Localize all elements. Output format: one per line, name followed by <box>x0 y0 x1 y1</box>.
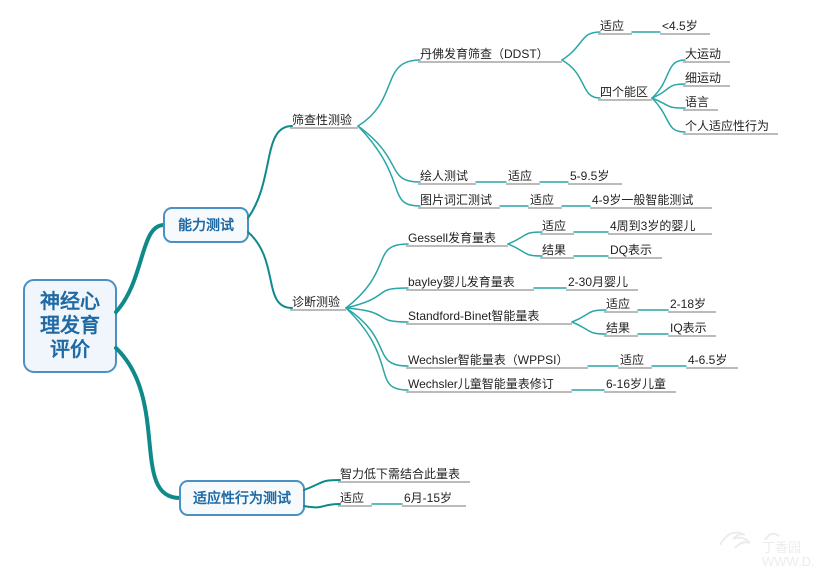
svg-text:适应: 适应 <box>606 296 630 311</box>
node-wppsi: Wechsler智能量表（WPPSI） 适应 4-6.5岁 <box>406 352 738 368</box>
sb-apply: 适应 2-18岁 <box>604 296 716 312</box>
node-gesell: Gessell发育量表 <box>406 230 508 246</box>
svg-text:适应: 适应 <box>620 352 644 367</box>
label-adaptive: 适应性行为测试 <box>193 490 291 506</box>
ddst-apply-k: 适应 <box>600 18 624 33</box>
svg-text:大运动: 大运动 <box>685 47 721 61</box>
svg-text:适应: 适应 <box>508 168 532 183</box>
zone-fine: 细运动 <box>683 71 730 86</box>
svg-text:5-9.5岁: 5-9.5岁 <box>570 168 609 183</box>
svg-text:Wechsler儿童智能量表修订: Wechsler儿童智能量表修订 <box>408 376 554 391</box>
node-draw: 绘人测试 适应 5-9.5岁 <box>418 168 622 184</box>
gesell-apply: 适应 4周到3岁的婴儿 <box>540 218 712 234</box>
node-screening: 筛查性测验 <box>290 112 358 128</box>
node-ability: 能力测试 <box>164 208 248 242</box>
node-ddst: 丹佛发育筛查（DDST） <box>418 46 562 62</box>
svg-text:6月-15岁: 6月-15岁 <box>404 490 452 505</box>
svg-text:4-9岁一般智能测试: 4-9岁一般智能测试 <box>592 192 693 207</box>
zone-lang: 语言 <box>683 95 718 110</box>
node-diag: 诊断测验 <box>290 294 346 310</box>
svg-text:适应: 适应 <box>340 490 364 505</box>
svg-text:结果: 结果 <box>542 243 566 257</box>
svg-text:2-18岁: 2-18岁 <box>670 296 706 311</box>
svg-text:2-30月婴儿: 2-30月婴儿 <box>568 275 628 289</box>
svg-text:DQ表示: DQ表示 <box>610 243 652 257</box>
svg-text:绘人测试: 绘人测试 <box>420 168 468 183</box>
svg-text:6-16岁儿童: 6-16岁儿童 <box>606 376 666 391</box>
svg-text:4-6.5岁: 4-6.5岁 <box>688 352 727 367</box>
label-ability: 能力测试 <box>178 217 234 233</box>
root-line3: 评价 <box>50 338 91 361</box>
node-bayley: bayley婴儿发育量表 2-30月婴儿 <box>406 274 638 290</box>
zone-gross: 大运动 <box>683 47 730 62</box>
svg-text:IQ表示: IQ表示 <box>670 321 707 335</box>
sb-result: 结果 IQ表示 <box>604 321 716 336</box>
svg-text:结果: 结果 <box>606 321 630 335</box>
node-ddst-zones: 四个能区 <box>598 85 652 100</box>
node-wisc: Wechsler儿童智能量表修订 6-16岁儿童 <box>406 376 676 392</box>
svg-text:Gessell发育量表: Gessell发育量表 <box>408 230 496 245</box>
svg-text:智力低下需结合此量表: 智力低下需结合此量表 <box>340 466 460 481</box>
mindmap-diagram: 丁香园 WWW.DXY.CN 神经心 理发育 评价 能力测试 筛查性测验 丹佛发… <box>0 0 813 574</box>
adaptive-note: 智力低下需结合此量表 <box>338 466 470 482</box>
svg-text:Standford-Binet智能量表: Standford-Binet智能量表 <box>408 308 539 323</box>
node-vocab: 图片词汇测试 适应 4-9岁一般智能测试 <box>418 192 712 208</box>
ddst-zones-k: 四个能区 <box>600 85 648 99</box>
ddst-apply-v: <4.5岁 <box>662 18 698 33</box>
adaptive-apply: 适应 6月-15岁 <box>338 490 466 506</box>
watermark: 丁香园 WWW.DXY.CN <box>720 533 813 569</box>
node-sb: Standford-Binet智能量表 <box>406 308 572 324</box>
svg-text:个人适应性行为: 个人适应性行为 <box>685 118 769 133</box>
node-adaptive: 适应性行为测试 <box>180 481 304 515</box>
svg-text:Wechsler智能量表（WPPSI）: Wechsler智能量表（WPPSI） <box>408 352 568 367</box>
svg-text:细运动: 细运动 <box>685 71 721 85</box>
svg-text:语言: 语言 <box>685 95 709 109</box>
watermark-text: 丁香园 <box>762 540 801 555</box>
svg-text:适应: 适应 <box>530 192 554 207</box>
label-screening: 筛查性测验 <box>292 112 352 127</box>
gesell-result: 结果 DQ表示 <box>540 243 662 258</box>
svg-text:图片词汇测试: 图片词汇测试 <box>420 192 492 207</box>
root-line1: 神经心 <box>40 289 100 313</box>
node-ddst-apply: 适应 <4.5岁 <box>598 18 710 34</box>
svg-text:bayley婴儿发育量表: bayley婴儿发育量表 <box>408 274 515 289</box>
watermark-url: WWW.DXY.CN <box>762 554 813 569</box>
label-ddst: 丹佛发育筛查（DDST） <box>420 46 549 61</box>
svg-text:4周到3岁的婴儿: 4周到3岁的婴儿 <box>610 218 695 233</box>
zone-social: 个人适应性行为 <box>683 118 778 134</box>
root-node: 神经心 理发育 评价 <box>24 280 116 372</box>
svg-text:适应: 适应 <box>542 218 566 233</box>
root-line2: 理发育 <box>40 313 100 337</box>
label-diag: 诊断测验 <box>292 294 340 309</box>
